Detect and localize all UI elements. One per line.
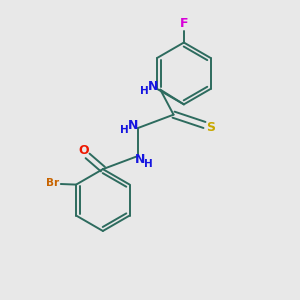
Text: Br: Br	[46, 178, 59, 188]
Text: H: H	[140, 86, 148, 96]
Text: N: N	[148, 80, 158, 93]
Text: H: H	[120, 125, 128, 135]
Text: O: O	[79, 144, 89, 157]
Text: H: H	[144, 159, 153, 169]
Text: S: S	[206, 122, 215, 134]
Text: N: N	[134, 153, 145, 166]
Text: F: F	[180, 16, 188, 30]
Text: N: N	[128, 119, 138, 132]
